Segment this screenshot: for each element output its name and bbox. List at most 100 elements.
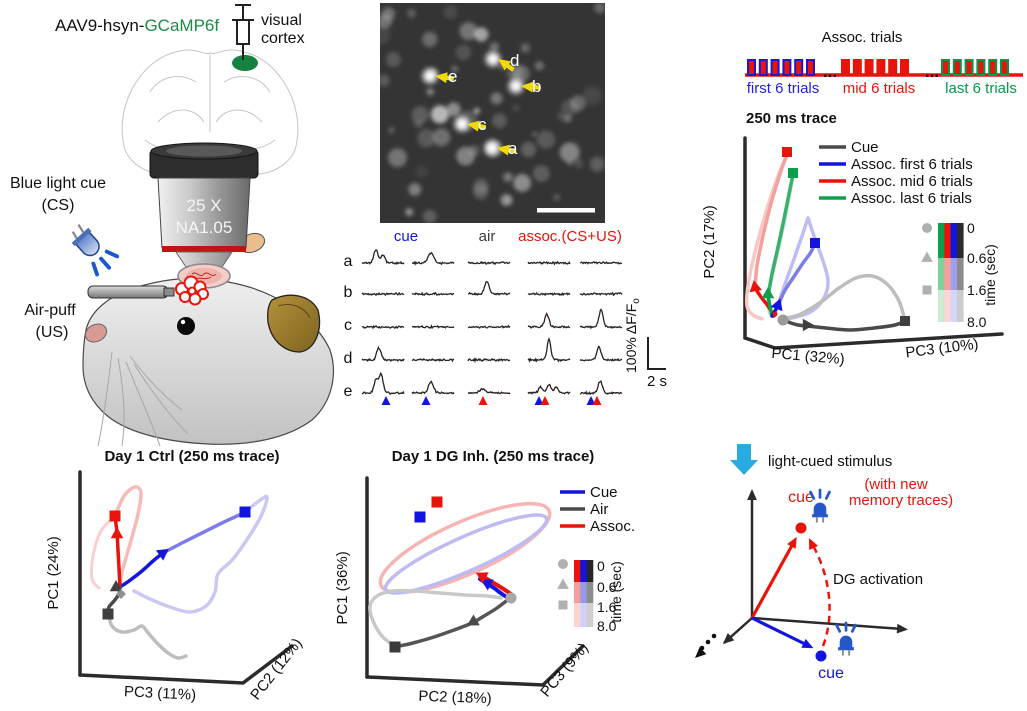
blue-led-icon (835, 621, 857, 656)
trace-row-label: a (344, 253, 353, 270)
cell-letter-label: e (448, 67, 457, 86)
svg-text:Air: Air (590, 501, 608, 518)
objective-na-label: NA1.05 (176, 218, 233, 237)
trace-row-label: b (344, 284, 353, 301)
mouse-eye (177, 317, 195, 335)
microscopy-canvas (380, 3, 605, 223)
time-tick-label: 0 (597, 558, 605, 574)
pca-plot-assoc: PC2 (17%) PC1 (32%) PC3 (10%) Cue Assoc.… (701, 136, 1004, 368)
panel-surgery-schematic: AAV9-hsyn-GCaMP6f visual cortex 25 X (10, 4, 334, 447)
objective-lens: 25 X NA1.05 (149, 142, 259, 268)
trace-row-label: e (344, 383, 353, 400)
pca-ctrl-x2label: PC2 (12%) (247, 635, 306, 703)
pca-dg-legend: Cue Air Assoc. (560, 484, 635, 535)
stimulus-arrowhead (421, 396, 431, 405)
cell-arrow-icon (497, 144, 517, 156)
svg-text:Assoc.: Assoc. (590, 518, 635, 535)
cs-label-line1: Blue light cue (10, 175, 106, 192)
time-tick-label: 8.0 (967, 314, 987, 330)
stimulus-arrowhead (592, 396, 602, 405)
scale-bar (537, 208, 595, 213)
trace-column-header: air (479, 228, 496, 245)
whiskers (97, 351, 189, 447)
stimulus-arrowhead (586, 396, 596, 405)
time-tick-label: 1.6 (967, 282, 987, 298)
pca-dg-ylabel: PC1 (36%) (335, 551, 351, 624)
cue-point (815, 650, 827, 662)
trace-column-header: cue (394, 228, 418, 245)
pca-ctrl-axes (78, 470, 294, 685)
trial-block-label: first 6 trials (747, 80, 820, 97)
blue-led-icon (71, 224, 120, 277)
cell-arrow-icon (435, 72, 455, 84)
svg-text:Assoc. mid 6 trials: Assoc. mid 6 trials (851, 173, 973, 190)
time-tick-label: 1.6 (597, 599, 617, 615)
pca-dg-x2label: PC3 (9%) (537, 640, 592, 701)
pca-plot-day1-dg-inh: Day 1 DG Inh. (250 ms trace) PC1 (36%) P… (335, 448, 635, 708)
svg-text:...: ... (925, 62, 939, 81)
svg-text:Cue: Cue (851, 139, 879, 156)
pca-ctrl-title: Day 1 Ctrl (250 ms trace) (104, 448, 279, 465)
cell-arrow-icon (521, 81, 541, 93)
df-f-scale: 100% ΔF/Fo 2 s (623, 298, 667, 390)
site-label-line2: cortex (261, 30, 305, 47)
time-tick-label: 0.6 (597, 579, 617, 595)
trace-column-header: assoc.(CS+US) (518, 228, 622, 245)
pca-dg-x1label: PC2 (18%) (418, 688, 492, 708)
svg-text:...: ... (823, 62, 837, 81)
cell-letter-label: c (478, 115, 487, 134)
injection-site (232, 55, 258, 71)
cue-new-label: cue (788, 489, 814, 506)
us-label-line2: (US) (36, 324, 69, 341)
eye-glint (180, 319, 186, 325)
ear-inner-line (277, 304, 311, 319)
time-axis-label: time (sec) (982, 244, 998, 305)
cell-letter-label: d (510, 51, 519, 70)
new-memory-point (795, 522, 807, 534)
time-tick-label: 8.0 (597, 618, 617, 634)
model-schematic: light-cued stimulus cue (with new memory… (695, 444, 953, 682)
cell-arrow-icon (498, 59, 515, 72)
stimulus-arrowhead (534, 396, 544, 405)
mouse-ear (266, 294, 321, 353)
cue-old-label: cue (818, 665, 844, 682)
stimulus-arrowhead (540, 396, 550, 405)
trial-block-label: mid 6 trials (843, 80, 916, 97)
syringe-icon (232, 4, 254, 60)
stimulus-arrowhead (478, 396, 488, 405)
pca-assoc-legend: Cue Assoc. first 6 trials Assoc. mid 6 t… (819, 139, 973, 207)
pca-assoc-x1label: PC1 (32%) (771, 345, 846, 368)
pca-assoc-axes (743, 136, 1004, 350)
cs-label-line2: (CS) (42, 197, 75, 214)
light-cued-stimulus-label: light-cued stimulus (768, 453, 892, 470)
pca-dg-axes (365, 476, 585, 687)
pca-plot-day1-ctrl: Day 1 Ctrl (250 ms trace) PC1 (24%) PC3 … (45, 448, 306, 704)
assoc-trials-title: Assoc. trials (822, 29, 903, 46)
svg-text:Assoc. first 6 trials: Assoc. first 6 trials (851, 156, 973, 173)
pca-ctrl-ylabel: PC1 (24%) (45, 536, 62, 609)
down-arrow-icon (730, 444, 758, 475)
new-memory-line1: (with new (864, 476, 928, 493)
pca-assoc-title: 250 ms trace (746, 110, 837, 127)
virus-label: AAV9-hsyn-GCaMP6f (55, 16, 219, 35)
df-f-scale-label: 100% ΔF/Fo (623, 298, 642, 373)
microscopy-overlay: a b c d e (435, 51, 595, 213)
svg-text:Cue: Cue (590, 484, 618, 501)
objective-mag-label: 25 X (187, 196, 222, 215)
cell-letter-label: b (532, 77, 541, 96)
pca-assoc-ylabel: PC2 (17%) (701, 205, 718, 278)
cell-letter-label: a (508, 139, 518, 158)
pca-dg-title: Day 1 DG Inh. (250 ms trace) (392, 448, 595, 465)
site-label-line1: visual (261, 12, 302, 29)
trial-block-label: last 6 trials (945, 80, 1017, 97)
svg-text:Assoc. last 6 trials: Assoc. last 6 trials (851, 190, 972, 207)
pca-ctrl-x1label: PC3 (11%) (124, 683, 197, 704)
new-memory-line2: memory traces) (849, 492, 953, 509)
time-axis-label: time (sec) (608, 561, 624, 622)
stimulus-arrowhead (381, 396, 391, 405)
time-scale-label: 2 s (647, 373, 667, 390)
air-puff-nozzle (87, 285, 175, 299)
mouse-nose (84, 323, 108, 343)
